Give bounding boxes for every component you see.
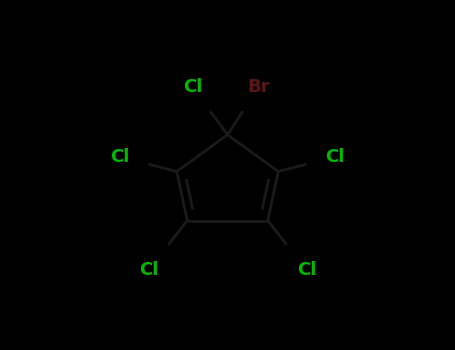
- Text: Cl: Cl: [183, 78, 202, 96]
- Text: Cl: Cl: [325, 148, 345, 166]
- Text: Cl: Cl: [110, 148, 130, 166]
- Text: Cl: Cl: [297, 261, 316, 279]
- Text: Cl: Cl: [139, 261, 158, 279]
- Text: Br: Br: [248, 78, 270, 96]
